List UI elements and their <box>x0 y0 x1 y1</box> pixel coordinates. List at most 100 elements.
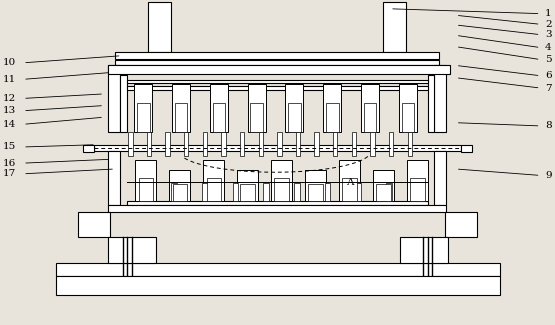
Bar <box>401 103 414 132</box>
Text: 11: 11 <box>3 75 16 84</box>
Bar <box>127 86 428 90</box>
Bar <box>115 59 440 65</box>
Text: 9: 9 <box>545 171 552 180</box>
Bar <box>83 145 94 152</box>
Bar <box>127 201 428 204</box>
Bar <box>56 276 500 295</box>
Bar <box>325 183 330 201</box>
Bar <box>203 132 207 156</box>
Bar <box>94 145 461 150</box>
Bar <box>315 132 319 156</box>
Bar <box>326 103 339 132</box>
Bar <box>264 183 269 201</box>
Bar <box>134 84 152 132</box>
Bar <box>305 170 326 201</box>
Text: 12: 12 <box>3 94 16 103</box>
Bar <box>386 183 392 201</box>
Bar <box>445 212 477 237</box>
Bar <box>171 183 177 201</box>
Text: 3: 3 <box>545 30 552 39</box>
Text: 13: 13 <box>3 106 16 115</box>
Bar <box>370 132 375 156</box>
Bar <box>237 170 258 201</box>
Bar <box>250 103 263 132</box>
Bar <box>294 183 300 201</box>
Bar <box>202 183 208 201</box>
Bar <box>169 170 190 201</box>
Bar <box>407 160 428 201</box>
Bar <box>339 160 360 201</box>
Bar <box>342 178 357 201</box>
Bar <box>274 178 289 201</box>
Bar <box>173 184 187 201</box>
Bar <box>407 132 412 156</box>
Bar <box>128 132 133 156</box>
Bar <box>373 170 394 201</box>
Text: 4: 4 <box>545 43 552 52</box>
Bar <box>165 132 170 156</box>
Bar <box>384 2 406 52</box>
Bar <box>213 103 225 132</box>
Bar <box>296 132 300 156</box>
Bar <box>184 132 189 156</box>
Bar <box>120 75 127 132</box>
Bar <box>203 160 224 201</box>
Bar <box>148 2 171 52</box>
Bar <box>172 84 190 132</box>
Text: 10: 10 <box>3 58 16 67</box>
Bar <box>56 264 500 276</box>
Text: 15: 15 <box>3 142 16 151</box>
Bar <box>108 65 120 132</box>
Bar <box>210 84 228 132</box>
Bar <box>417 183 422 201</box>
Bar <box>108 65 450 73</box>
Bar <box>356 183 361 201</box>
Bar <box>135 160 156 201</box>
Bar <box>285 84 304 132</box>
Bar <box>435 150 446 204</box>
Bar <box>309 184 322 201</box>
Bar <box>233 183 238 201</box>
Bar <box>277 132 281 156</box>
Text: 8: 8 <box>545 122 552 130</box>
Bar <box>78 212 109 237</box>
Text: 17: 17 <box>3 169 16 178</box>
Text: 5: 5 <box>545 55 552 64</box>
Bar <box>361 84 379 132</box>
Bar <box>240 184 255 201</box>
Bar <box>248 84 266 132</box>
Text: 6: 6 <box>545 71 552 80</box>
Bar <box>398 84 417 132</box>
Bar <box>221 132 226 156</box>
Text: 14: 14 <box>3 120 16 129</box>
Text: 2: 2 <box>545 20 552 29</box>
Bar <box>259 132 263 156</box>
Bar <box>137 103 150 132</box>
Bar <box>147 132 151 156</box>
Bar <box>240 132 244 156</box>
Bar <box>400 237 448 264</box>
Bar <box>141 183 147 201</box>
Bar <box>428 75 435 132</box>
Bar <box>389 132 393 156</box>
Bar <box>435 65 446 132</box>
Bar <box>139 178 153 201</box>
Bar <box>376 184 391 201</box>
Bar <box>271 160 292 201</box>
Bar <box>364 103 376 132</box>
Bar <box>288 103 301 132</box>
Text: 7: 7 <box>545 84 552 93</box>
Bar <box>108 204 446 212</box>
Bar <box>108 237 156 264</box>
Text: A: A <box>346 178 354 187</box>
Bar <box>333 132 337 156</box>
Bar <box>323 84 341 132</box>
Bar <box>115 52 440 59</box>
Bar <box>175 103 188 132</box>
Text: 16: 16 <box>3 159 16 168</box>
Bar <box>461 145 472 152</box>
Bar <box>108 150 120 204</box>
Bar <box>206 178 221 201</box>
Bar <box>127 80 428 83</box>
Text: 1: 1 <box>545 9 552 18</box>
